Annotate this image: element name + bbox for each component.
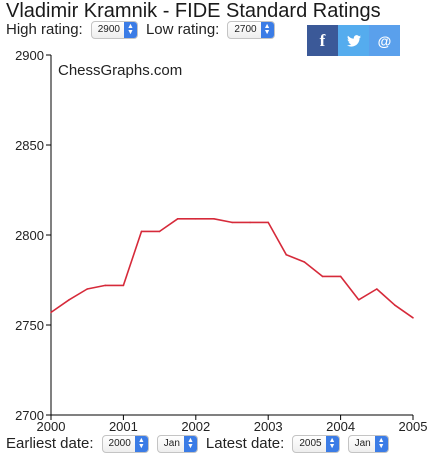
earliest-month-select[interactable]: Jan ▲ ▼ — [156, 435, 198, 453]
earliest-year-value: 2000 — [108, 438, 131, 449]
select-arrows-icon: ▲ ▼ — [183, 436, 197, 452]
rating-point — [376, 288, 378, 290]
page-title: Vladimir Kramnik - FIDE Standard Ratings — [6, 0, 381, 22]
x-axis-ticks: 2000 2001 2002 2003 2004 2005 — [37, 415, 428, 434]
rating-point — [50, 311, 52, 314]
twitter-icon — [346, 34, 361, 47]
rating-controls: High rating: 2900 ▲ ▼ Low rating: 2700 ▲ ▼ — [6, 21, 283, 39]
rating-point — [357, 299, 360, 301]
rating-point — [195, 218, 197, 220]
rating-point — [285, 254, 288, 256]
share-buttons: f @ — [307, 25, 400, 56]
facebook-icon: f — [319, 30, 326, 50]
select-arrows-icon: ▲ ▼ — [123, 22, 137, 38]
y-tick-label: 2800 — [15, 228, 44, 243]
high-rating-select[interactable]: 2900 ▲ ▼ — [90, 21, 138, 39]
rating-point — [122, 284, 125, 287]
rating-point — [104, 284, 107, 287]
high-rating-value: 2900 — [97, 24, 120, 35]
x-tick-label: 2003 — [254, 419, 283, 434]
rating-point — [176, 218, 179, 220]
rating-point — [86, 288, 88, 290]
select-arrows-icon: ▲ ▼ — [134, 436, 148, 452]
latest-month-select[interactable]: Jan ▲ ▼ — [347, 435, 389, 453]
facebook-share-button[interactable]: f — [307, 25, 338, 56]
date-controls: Earliest date: 2000 ▲ ▼ Jan ▲ ▼ Latest dat… — [6, 435, 397, 453]
earliest-year-select[interactable]: 2000 ▲ ▼ — [101, 435, 149, 453]
rating-point — [140, 230, 143, 233]
rating-point — [249, 221, 251, 224]
twitter-share-button[interactable] — [338, 25, 369, 56]
rating-point — [158, 230, 161, 233]
latest-date-label: Latest date: — [205, 435, 285, 452]
rating-point — [303, 261, 306, 263]
y-tick-label: 2850 — [15, 138, 44, 153]
x-tick-label: 2005 — [399, 419, 428, 434]
rating-point — [267, 221, 270, 224]
email-share-button[interactable]: @ — [369, 25, 400, 56]
high-rating-label: High rating: — [6, 21, 83, 38]
earliest-date-label: Earliest date: — [6, 435, 94, 452]
latest-year-value: 2005 — [299, 438, 322, 449]
y-axis-ticks: 2700 2750 2800 2850 2900 — [15, 48, 51, 423]
rating-point — [213, 218, 215, 220]
latest-year-select[interactable]: 2005 ▲ ▼ — [292, 435, 340, 453]
rating-line — [50, 218, 414, 319]
x-tick-label: 2001 — [109, 419, 138, 434]
rating-point — [339, 275, 342, 278]
email-icon: @ — [377, 32, 392, 49]
x-tick-label: 2000 — [37, 419, 66, 434]
chart-watermark: ChessGraphs.com — [58, 62, 182, 79]
y-tick-label: 2750 — [15, 318, 44, 333]
select-arrows-icon: ▲ ▼ — [325, 436, 339, 452]
low-rating-select[interactable]: 2700 ▲ ▼ — [227, 21, 275, 39]
y-tick-label: 2700 — [15, 408, 44, 423]
low-rating-label: Low rating: — [145, 21, 220, 38]
rating-point — [394, 304, 396, 307]
select-arrows-icon: ▲ ▼ — [374, 436, 388, 452]
latest-month-value: Jan — [354, 438, 371, 449]
y-tick-label: 2900 — [15, 48, 44, 63]
low-rating-value: 2700 — [234, 24, 257, 35]
rating-point — [68, 299, 70, 301]
x-tick-label: 2002 — [181, 419, 210, 434]
x-tick-label: 2004 — [326, 419, 355, 434]
rating-series — [50, 218, 414, 319]
select-arrows-icon: ▲ ▼ — [260, 22, 274, 38]
earliest-month-value: Jan — [163, 438, 180, 449]
rating-point — [412, 317, 414, 319]
rating-point — [231, 221, 233, 224]
rating-point — [321, 275, 324, 278]
